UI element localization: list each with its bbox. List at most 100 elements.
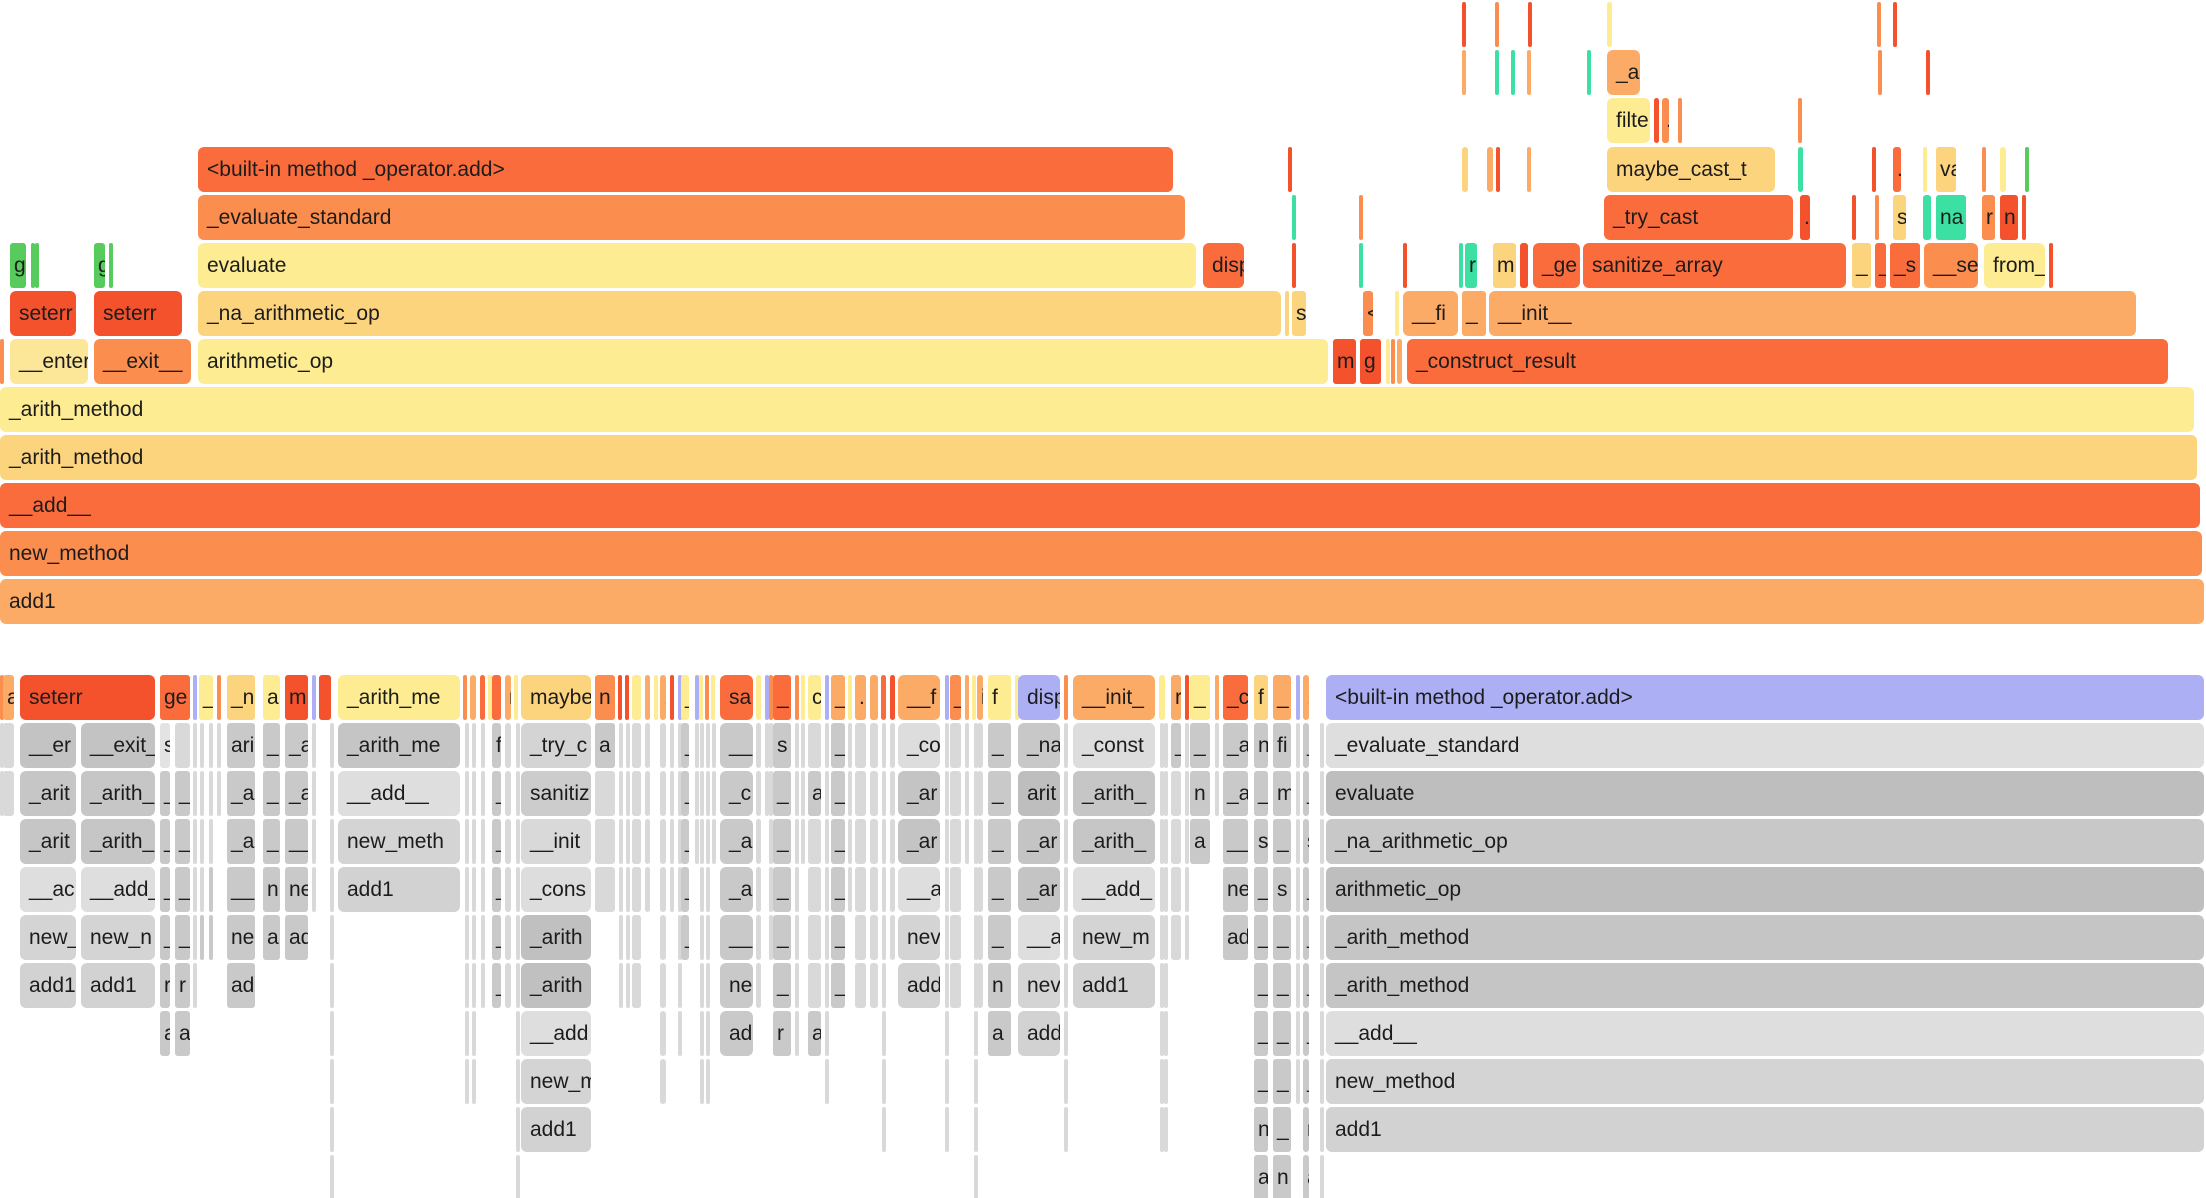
ancestor-stack-cell[interactable]: _	[1273, 819, 1291, 864]
ancestor-stack-cell[interactable]	[882, 1011, 886, 1056]
frame-bar[interactable]	[1528, 2, 1532, 47]
ancestor-stack-cell[interactable]	[1064, 867, 1068, 912]
ancestor-stack-cell[interactable]	[974, 819, 978, 864]
frame-bar[interactable]: _	[1462, 291, 1486, 336]
ancestor-stack-cell[interactable]	[1064, 1059, 1068, 1104]
ancestor-stack-cell[interactable]: _	[160, 915, 170, 960]
ancestor-stack-cell[interactable]	[1164, 771, 1168, 816]
ancestor-stack-cell[interactable]	[209, 723, 213, 768]
frame-bar[interactable]: evaluate	[198, 243, 1196, 288]
ancestor-stack-cell[interactable]: a	[1190, 819, 1210, 864]
ancestor-stack-cell[interactable]: _ar	[1018, 867, 1060, 912]
ancestor-stack-cell[interactable]	[1164, 723, 1168, 768]
ancestor-stack-cell[interactable]: s	[1303, 819, 1309, 864]
ancestor-stack-cell[interactable]: _	[681, 771, 689, 816]
frame-bar[interactable]	[1926, 50, 1930, 95]
ancestor-stack-cell[interactable]	[516, 819, 520, 864]
ancestor-stack-cell[interactable]: new_m	[521, 1059, 591, 1104]
ancestor-stack-cell[interactable]: _	[1303, 1011, 1309, 1056]
ancestor-stack-cell[interactable]	[330, 1107, 334, 1152]
ancestor-stack-cell[interactable]	[1185, 867, 1189, 912]
ancestor-stack-cell[interactable]	[330, 1155, 334, 1198]
ancestor-stack-cell[interactable]: _	[263, 771, 280, 816]
ancestor-stack-cell[interactable]	[1064, 1011, 1068, 1056]
ancestor-stack-cell[interactable]	[1164, 1059, 1168, 1104]
ancestor-stack-cell[interactable]	[706, 771, 710, 816]
ancestor-stack-cell[interactable]	[700, 867, 704, 912]
ancestor-stack-cell[interactable]: s	[1273, 867, 1291, 912]
ancestor-stack-cell[interactable]: __a	[898, 867, 940, 912]
frame-bar[interactable]	[1459, 243, 1463, 288]
ancestor-stack-cell[interactable]	[700, 915, 704, 960]
ancestor-stack-cell[interactable]	[505, 723, 511, 768]
frame-bar[interactable]: <	[1363, 291, 1373, 336]
ancestor-stack-cell[interactable]: _	[1303, 963, 1309, 1008]
ancestor-stack-cell[interactable]: _na_arithmetic_op	[1326, 819, 2204, 864]
ancestor-stack-cell[interactable]	[465, 771, 469, 816]
ancestor-stack-cell[interactable]	[175, 723, 190, 768]
frame-bar[interactable]	[2022, 195, 2026, 240]
ancestor-stack-cell[interactable]: r	[160, 963, 170, 1008]
ancestor-stack-cell[interactable]: _	[1303, 867, 1309, 912]
leaf-frame-bar[interactable]	[492, 675, 501, 720]
ancestor-stack-cell[interactable]: ne	[285, 867, 308, 912]
ancestor-stack-cell[interactable]	[945, 963, 949, 1008]
ancestor-stack-cell[interactable]: _co	[898, 723, 940, 768]
ancestor-stack-cell[interactable]	[965, 819, 969, 864]
ancestor-stack-cell[interactable]: _	[1254, 771, 1268, 816]
frame-bar[interactable]: __init__	[1489, 291, 2136, 336]
ancestor-stack-cell[interactable]	[660, 963, 666, 1008]
ancestor-stack-cell[interactable]	[945, 819, 949, 864]
frame-bar[interactable]: filter	[1607, 98, 1650, 143]
ancestor-stack-cell[interactable]: sanitiz	[521, 771, 591, 816]
ancestor-stack-cell[interactable]: _arit	[20, 819, 76, 864]
frame-bar[interactable]	[1292, 243, 1296, 288]
ancestor-stack-cell[interactable]	[200, 723, 204, 768]
ancestor-stack-cell[interactable]	[465, 915, 469, 960]
ancestor-stack-cell[interactable]	[670, 723, 674, 768]
ancestor-stack-cell[interactable]: _try_c	[521, 723, 591, 768]
ancestor-stack-cell[interactable]	[706, 963, 710, 1008]
ancestor-stack-cell[interactable]: n	[988, 963, 1011, 1008]
ancestor-stack-cell[interactable]	[1164, 963, 1168, 1008]
ancestor-stack-cell[interactable]: add1	[20, 963, 76, 1008]
ancestor-stack-cell[interactable]	[481, 771, 485, 816]
ancestor-stack-cell[interactable]: _	[1273, 1011, 1291, 1056]
ancestor-stack-cell[interactable]	[193, 819, 197, 864]
frame-bar[interactable]	[1893, 2, 1897, 47]
ancestor-stack-cell[interactable]: __ac	[20, 867, 76, 912]
ancestor-stack-cell[interactable]	[632, 915, 641, 960]
ancestor-stack-cell[interactable]: _	[1254, 915, 1268, 960]
ancestor-stack-cell[interactable]	[1160, 771, 1164, 816]
leaf-frame-bar[interactable]	[1064, 675, 1068, 720]
frame-bar[interactable]	[1654, 98, 1659, 143]
frame-bar[interactable]	[1877, 2, 1881, 47]
ancestor-stack-cell[interactable]	[1064, 915, 1068, 960]
frame-bar[interactable]: _construct_result	[1407, 339, 2168, 384]
ancestor-stack-cell[interactable]	[977, 771, 983, 816]
ancestor-stack-cell[interactable]: __	[227, 867, 255, 912]
ancestor-stack-cell[interactable]: _a	[1223, 723, 1248, 768]
ancestor-stack-cell[interactable]	[945, 1107, 949, 1152]
ancestor-stack-cell[interactable]: _	[1190, 723, 1210, 768]
ancestor-stack-cell[interactable]: a	[200, 915, 204, 960]
ancestor-stack-cell[interactable]	[330, 723, 334, 768]
ancestor-stack-cell[interactable]	[890, 915, 895, 960]
ancestor-stack-cell[interactable]	[756, 867, 761, 912]
frame-bar[interactable]	[2000, 147, 2006, 192]
ancestor-stack-cell[interactable]	[950, 915, 961, 960]
frame-bar[interactable]: g	[10, 243, 26, 288]
ancestor-stack-cell[interactable]	[700, 1059, 704, 1104]
ancestor-stack-cell[interactable]: __exit_	[81, 723, 155, 768]
ancestor-stack-cell[interactable]	[465, 963, 469, 1008]
ancestor-stack-cell[interactable]	[670, 867, 674, 912]
ancestor-stack-cell[interactable]	[801, 771, 805, 816]
leaf-frame-bar[interactable]	[890, 675, 895, 720]
leaf-frame-bar[interactable]	[699, 675, 703, 720]
ancestor-stack-cell[interactable]	[1320, 819, 1324, 864]
ancestor-stack-cell[interactable]: _	[831, 963, 845, 1008]
ancestor-stack-cell[interactable]	[848, 819, 852, 864]
ancestor-stack-cell[interactable]	[700, 819, 704, 864]
ancestor-stack-cell[interactable]: ne	[720, 963, 753, 1008]
ancestor-stack-cell[interactable]	[706, 723, 710, 768]
